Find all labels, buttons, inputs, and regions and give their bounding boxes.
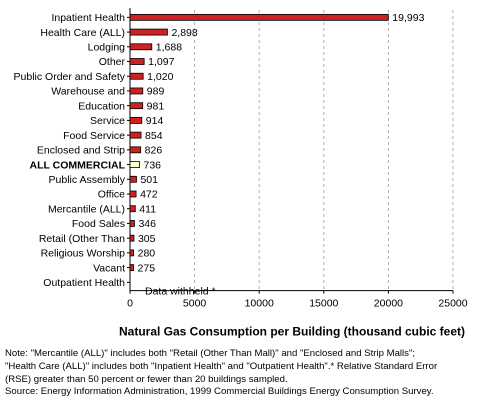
category-label: Retail (Other Than bbox=[39, 233, 125, 245]
x-tick-label: 5000 bbox=[183, 298, 207, 310]
category-label: Food Service bbox=[63, 130, 125, 142]
category-label: Public Assembly bbox=[49, 174, 126, 186]
bar bbox=[129, 131, 142, 139]
bar bbox=[129, 146, 142, 154]
value-label: 826 bbox=[145, 145, 163, 157]
value-label: 1,097 bbox=[148, 56, 174, 68]
bar bbox=[129, 205, 136, 213]
value-label: 346 bbox=[138, 218, 156, 230]
value-label: 2,898 bbox=[171, 27, 197, 39]
bar bbox=[129, 102, 144, 110]
category-label: Public Order and Safety bbox=[14, 71, 126, 83]
source-line: Source: Energy Information Administratio… bbox=[5, 386, 434, 398]
category-label: Office bbox=[98, 189, 125, 201]
bar bbox=[129, 72, 144, 80]
bar bbox=[129, 117, 143, 124]
category-label: ALL COMMERCIAL bbox=[30, 159, 126, 171]
x-tick-label: 20000 bbox=[374, 298, 403, 310]
value-label: 914 bbox=[146, 115, 164, 127]
value-label: 280 bbox=[138, 248, 156, 260]
category-label: Other bbox=[99, 56, 126, 68]
category-label: Vacant bbox=[93, 262, 125, 274]
note-line-2: "Health Care (ALL)" includes both "Inpat… bbox=[5, 360, 438, 372]
note-line-3: (RSE) greater than 50 percent or fewer t… bbox=[5, 373, 288, 385]
bar bbox=[129, 234, 135, 242]
x-axis-title: Natural Gas Consumption per Building (th… bbox=[119, 325, 465, 339]
bar bbox=[129, 43, 153, 51]
bar bbox=[129, 220, 135, 227]
category-label: Outpatient Health bbox=[43, 277, 125, 289]
chart-notes: Note: "Mercantile (ALL)" includes both "… bbox=[5, 348, 493, 399]
bar bbox=[129, 87, 144, 95]
category-label: Service bbox=[90, 115, 125, 127]
value-label: 854 bbox=[145, 130, 163, 142]
x-tick-label: 25000 bbox=[438, 298, 467, 310]
value-label: 472 bbox=[140, 189, 158, 201]
x-tick-label: 15000 bbox=[309, 298, 338, 310]
bar bbox=[129, 58, 145, 65]
category-label: Mercantile (ALL) bbox=[48, 203, 125, 215]
value-label: 19,993 bbox=[392, 12, 424, 24]
category-label: Lodging bbox=[88, 42, 126, 54]
category-label: Health Care (ALL) bbox=[40, 27, 125, 39]
category-label: Inpatient Health bbox=[51, 12, 125, 24]
x-tick-label: 10000 bbox=[245, 298, 274, 310]
bar-chart: 0 5000 10000 15000 20000 25000 Inpatient Healt… bbox=[14, 8, 468, 339]
category-label: Education bbox=[78, 100, 125, 112]
note-line-1: Note: "Mercantile (ALL)" includes both "… bbox=[5, 348, 416, 359]
category-label: Enclosed and Strip bbox=[37, 145, 125, 157]
value-label: 501 bbox=[140, 174, 158, 186]
bar bbox=[129, 175, 137, 183]
category-label: Warehouse and bbox=[51, 86, 125, 98]
bar bbox=[129, 249, 135, 257]
bar bbox=[129, 161, 140, 168]
value-label: 1,020 bbox=[147, 71, 173, 83]
bar bbox=[129, 264, 134, 272]
bar bbox=[129, 28, 168, 36]
value-label: 411 bbox=[139, 203, 156, 215]
value-label: 275 bbox=[138, 262, 156, 274]
value-label: 736 bbox=[144, 159, 162, 171]
bar bbox=[129, 13, 389, 21]
value-label: 989 bbox=[147, 86, 165, 98]
withheld-label: Data withheld * bbox=[145, 286, 216, 298]
category-label: Food Sales bbox=[72, 218, 125, 230]
category-label: Religious Worship bbox=[41, 248, 126, 260]
value-label: 305 bbox=[138, 233, 156, 245]
value-label: 1,688 bbox=[156, 42, 182, 54]
value-label: 981 bbox=[147, 100, 165, 112]
x-tick-label: 0 bbox=[127, 298, 133, 310]
bar bbox=[129, 190, 137, 198]
